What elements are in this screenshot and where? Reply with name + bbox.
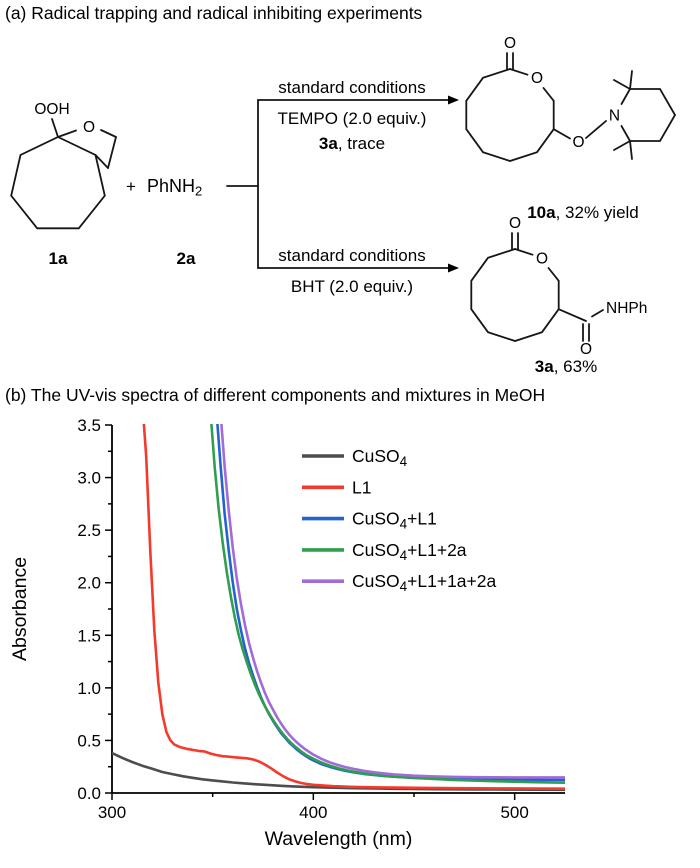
- y-tick-label: 1.0: [77, 679, 101, 698]
- 3a-amide-oxygen-label: O: [580, 341, 592, 358]
- 10a-carbonyl-oxygen-label: O: [504, 35, 516, 52]
- panel-b-title: (b) The UV-vis spectra of different comp…: [5, 385, 546, 405]
- arrowheads: [448, 95, 459, 273]
- top-conditions-label: standard conditions: [278, 78, 425, 97]
- tempo-piperidine-ring: [629, 88, 677, 142]
- y-tick-label: 0.5: [77, 731, 101, 750]
- plus-sign: +: [126, 177, 136, 196]
- reaction-scheme: OOH O 1a + PhNH2 2a standard conditions …: [10, 35, 677, 376]
- 1a-ring-oxygen-label: O: [83, 119, 95, 136]
- legend-label: L1: [352, 477, 371, 497]
- 2a-formula: PhNH2: [147, 176, 202, 199]
- series-l1: [142, 424, 565, 790]
- series-cuso4-l1-1a-2a: [220, 424, 565, 779]
- top-result-label: 3a, trace: [319, 134, 385, 153]
- bottom-additive-label: BHT (2.0 equiv.): [291, 277, 413, 296]
- y-tick-label: 2.0: [77, 574, 101, 593]
- y-tick-label: 2.5: [77, 521, 101, 540]
- y-axis-title: Absorbance: [9, 557, 31, 661]
- series-cuso4-l1-2a: [210, 424, 565, 784]
- top-arrowhead-icon: [448, 95, 459, 105]
- 1a-cycloheptane-ring: [10, 136, 106, 230]
- scheme-bonds: [10, 52, 677, 342]
- legend-label: CuSO4+L1+1a+2a: [352, 571, 496, 594]
- 1a-ooh-label: OOH: [34, 101, 69, 118]
- tick-marks: [105, 424, 516, 800]
- y-tick-label: 0.0: [77, 784, 101, 803]
- y-tick-label: 3.0: [77, 469, 101, 488]
- bottom-arrowhead-icon: [448, 263, 459, 273]
- legend-label: CuSO4: [352, 446, 408, 469]
- 3a-macrolactone-ring: [470, 248, 560, 342]
- series-cuso4-l1: [216, 424, 565, 782]
- series-cuso4: [112, 751, 565, 792]
- 2a-id-label: 2a: [177, 249, 196, 268]
- 3a-carbonyl-oxygen-label: O: [509, 215, 521, 232]
- 10a-macrolactone-ring: [465, 68, 555, 162]
- 3a-ester-oxygen-label: O: [536, 251, 548, 268]
- top-additive-label: TEMPO (2.0 equiv.): [278, 109, 427, 128]
- uv-vis-chart: 300 400 500 0.0 0.5 1.0 1.5 2.0 2.5 3.0 3.5 CuSO4 L1…: [9, 416, 565, 850]
- bottom-conditions-label: standard conditions: [278, 246, 425, 265]
- 10a-linker-oxygen-label: O: [572, 134, 584, 151]
- x-tick-label: 300: [98, 803, 126, 822]
- 10a-yield-label: 10a, 32% yield: [527, 203, 639, 222]
- axes: [111, 425, 565, 794]
- 10a-ester-oxygen-label: O: [531, 70, 543, 87]
- x-tick-label: 400: [299, 803, 327, 822]
- x-axis-title: Wavelength (nm): [265, 828, 413, 850]
- 10a-nitrogen-label: N: [609, 108, 620, 125]
- y-tick-label: 3.5: [77, 416, 101, 435]
- 1a-id-label: 1a: [49, 249, 68, 268]
- tick-labels: 300 400 500 0.0 0.5 1.0 1.5 2.0 2.5 3.0 3.5: [77, 416, 528, 822]
- y-tick-label: 1.5: [77, 626, 101, 645]
- legend-label: CuSO4+L1: [352, 509, 437, 532]
- 3a-nhph-label: NHPh: [606, 300, 647, 317]
- panel-a-title: (a) Radical trapping and radical inhibit…: [5, 3, 423, 23]
- 3a-yield-label: 3a, 63%: [535, 357, 597, 376]
- x-tick-label: 500: [500, 803, 528, 822]
- legend-label: CuSO4+L1+2a: [352, 540, 467, 563]
- legend: CuSO4 L1 CuSO4+L1 CuSO4+L1+2a CuSO4+L1+1a+2a: [302, 446, 496, 594]
